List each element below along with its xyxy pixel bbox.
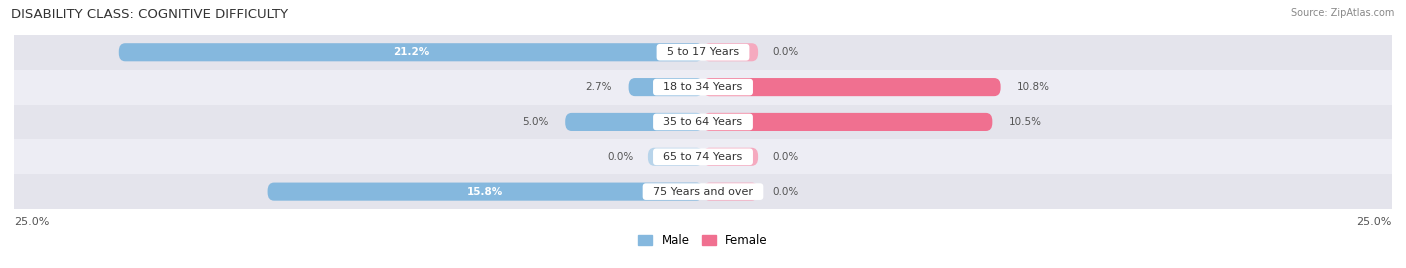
Text: 10.8%: 10.8% <box>1017 82 1050 92</box>
Text: Source: ZipAtlas.com: Source: ZipAtlas.com <box>1291 8 1395 18</box>
Bar <box>14 139 1392 174</box>
Text: 75 Years and over: 75 Years and over <box>645 187 761 197</box>
Text: 15.8%: 15.8% <box>467 187 503 197</box>
Bar <box>14 174 1392 209</box>
Text: 65 to 74 Years: 65 to 74 Years <box>657 152 749 162</box>
Text: 0.0%: 0.0% <box>607 152 634 162</box>
FancyBboxPatch shape <box>703 78 1001 96</box>
Text: 10.5%: 10.5% <box>1010 117 1042 127</box>
FancyBboxPatch shape <box>628 78 703 96</box>
Text: 21.2%: 21.2% <box>392 47 429 57</box>
Legend: Male, Female: Male, Female <box>634 229 772 252</box>
Text: DISABILITY CLASS: COGNITIVE DIFFICULTY: DISABILITY CLASS: COGNITIVE DIFFICULTY <box>11 8 288 21</box>
Text: 25.0%: 25.0% <box>1357 217 1392 227</box>
Text: 2.7%: 2.7% <box>585 82 612 92</box>
Bar <box>14 70 1392 105</box>
FancyBboxPatch shape <box>267 183 703 201</box>
FancyBboxPatch shape <box>703 43 758 61</box>
FancyBboxPatch shape <box>703 183 758 201</box>
Bar <box>14 35 1392 70</box>
Text: 5.0%: 5.0% <box>522 117 548 127</box>
Text: 0.0%: 0.0% <box>772 152 799 162</box>
Text: 0.0%: 0.0% <box>772 187 799 197</box>
Bar <box>14 105 1392 139</box>
Text: 5 to 17 Years: 5 to 17 Years <box>659 47 747 57</box>
Text: 35 to 64 Years: 35 to 64 Years <box>657 117 749 127</box>
FancyBboxPatch shape <box>703 148 758 166</box>
FancyBboxPatch shape <box>565 113 703 131</box>
Text: 18 to 34 Years: 18 to 34 Years <box>657 82 749 92</box>
FancyBboxPatch shape <box>648 148 703 166</box>
FancyBboxPatch shape <box>118 43 703 61</box>
FancyBboxPatch shape <box>703 113 993 131</box>
Text: 0.0%: 0.0% <box>772 47 799 57</box>
Text: 25.0%: 25.0% <box>14 217 49 227</box>
